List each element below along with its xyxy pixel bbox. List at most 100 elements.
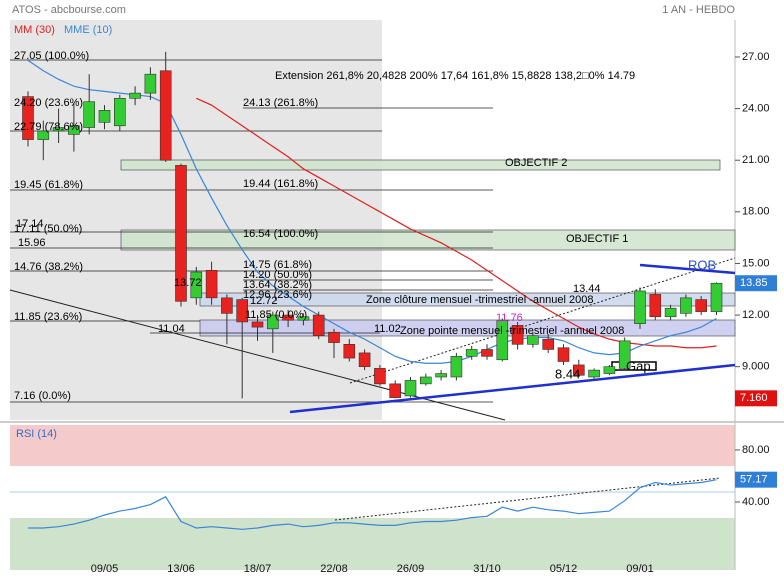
x-tick-label: 09/01 <box>626 563 654 575</box>
candle-body <box>419 376 432 385</box>
annotation: 14.76 (38.2%) <box>14 261 83 273</box>
candle-body <box>358 352 371 367</box>
annotation: 11.85 (23.6%) <box>14 311 82 323</box>
annotation: 14.75 (61.8%) <box>243 259 312 271</box>
annotation: Gap <box>626 358 651 373</box>
candle-body <box>343 344 356 359</box>
candle-body <box>251 321 264 328</box>
annotation: ROB <box>688 257 716 272</box>
annotation: 19.45 (61.8%) <box>14 179 83 191</box>
candle-body <box>374 368 386 385</box>
rsi-oversold-zone <box>10 518 735 570</box>
annotation: 16.54 (100.0%) <box>243 228 318 240</box>
price-marker <box>735 275 777 292</box>
candle-body <box>481 349 493 357</box>
annotation: 11.85 (0.0%) <box>245 309 307 321</box>
candle-body <box>190 271 203 299</box>
y-tick-label: 12.00 <box>742 309 770 321</box>
annotation: 13.64 (38.2%) <box>243 279 312 291</box>
candle-body <box>175 165 187 302</box>
candle-body <box>114 97 126 127</box>
candle-body <box>572 364 585 376</box>
candle-body <box>450 356 463 378</box>
rsi-title: RSI (14) <box>16 428 57 440</box>
trend-line <box>349 257 736 384</box>
annotation: 17.11 (50.0%) <box>14 223 82 235</box>
annotation: 7.16 (0.0%) <box>14 390 71 402</box>
annotation: OBJECTIF 1 <box>566 233 628 245</box>
candle-body <box>710 282 723 312</box>
candle-body <box>680 297 692 314</box>
annotation: OBJECTIF 2 <box>505 157 567 169</box>
candle-body <box>542 338 555 350</box>
rsi-marker-label: 57.17 <box>740 474 768 486</box>
candle-body <box>557 347 570 362</box>
rsi-marker <box>735 471 777 488</box>
candle-body <box>588 369 600 378</box>
candle-body <box>266 314 279 330</box>
annotation: 13.72 <box>174 277 202 289</box>
rsi-overbought-zone <box>10 425 735 466</box>
annotation: 24.20 (23.6%) <box>14 97 83 109</box>
x-tick-label: 09/05 <box>91 563 119 575</box>
annotation: 27.05 (100.0%) <box>14 50 89 62</box>
x-tick-label: 13/06 <box>167 563 195 575</box>
candle-body <box>297 316 310 321</box>
candle-body <box>282 314 294 321</box>
annotation: 13.44 <box>573 283 601 295</box>
annotation: 12.96 (23.6%) <box>243 289 312 301</box>
candle-body <box>465 349 478 357</box>
candle-body <box>389 383 402 398</box>
price-marker <box>735 390 777 407</box>
annotation: 17.14 <box>16 218 44 230</box>
price-marker-label: 7.160 <box>740 392 768 404</box>
candle-body <box>205 270 218 299</box>
candle-body <box>52 127 65 132</box>
y-tick-label: 80.00 <box>742 444 770 456</box>
candle-body <box>144 73 157 94</box>
series-line <box>27 59 717 364</box>
candle-body <box>312 314 325 336</box>
annotation: 8.44 <box>555 366 580 381</box>
annotation: 11.04 <box>158 323 185 335</box>
candle-body <box>221 297 233 314</box>
x-tick-label: 26/09 <box>397 563 425 575</box>
trend-line <box>289 363 736 414</box>
legend-entry: MME (10) <box>64 24 112 36</box>
candle-body <box>511 325 524 345</box>
shaded-zone <box>10 20 382 420</box>
y-tick-label: 18.00 <box>742 206 770 218</box>
legend-entry: MM (30) <box>14 24 55 36</box>
zone-box <box>120 229 736 251</box>
annotation: 11.76 <box>496 312 523 324</box>
candle-body <box>695 299 708 312</box>
candle-body <box>83 101 95 128</box>
candle-body <box>404 380 417 397</box>
candle-body <box>37 130 50 140</box>
candle-body <box>328 331 340 343</box>
candle-body <box>603 366 616 374</box>
chart-subtitle: 1 AN - HEBDO <box>662 4 735 16</box>
candle-body <box>22 96 34 140</box>
annotation: 11.02 <box>374 323 401 335</box>
trend-line <box>639 263 736 275</box>
candle-body <box>649 294 662 318</box>
annotation: 19.44 (161.8%) <box>243 178 318 190</box>
y-tick-label: 40.00 <box>742 496 770 508</box>
y-tick-label: 9.000 <box>742 361 770 373</box>
chart-title: ATOS - abcbourse.com <box>12 4 126 16</box>
y-tick-label: 21.00 <box>742 154 770 166</box>
candle-body <box>496 319 509 361</box>
candle-body <box>98 110 111 123</box>
y-tick-label: 27.00 <box>742 51 770 63</box>
x-tick-label: 05/12 <box>550 563 578 575</box>
candle-body <box>68 125 80 135</box>
annotation: 12.72 <box>250 295 278 307</box>
candle-body <box>236 299 248 323</box>
y-tick-label: 15.00 <box>742 257 770 269</box>
series-line <box>28 479 717 530</box>
price-marker-label: 13.85 <box>740 277 768 289</box>
candle-body <box>634 290 646 324</box>
annotation: Zone clôture mensuel -trimestriel -annue… <box>366 294 593 306</box>
trend-line <box>334 477 721 521</box>
